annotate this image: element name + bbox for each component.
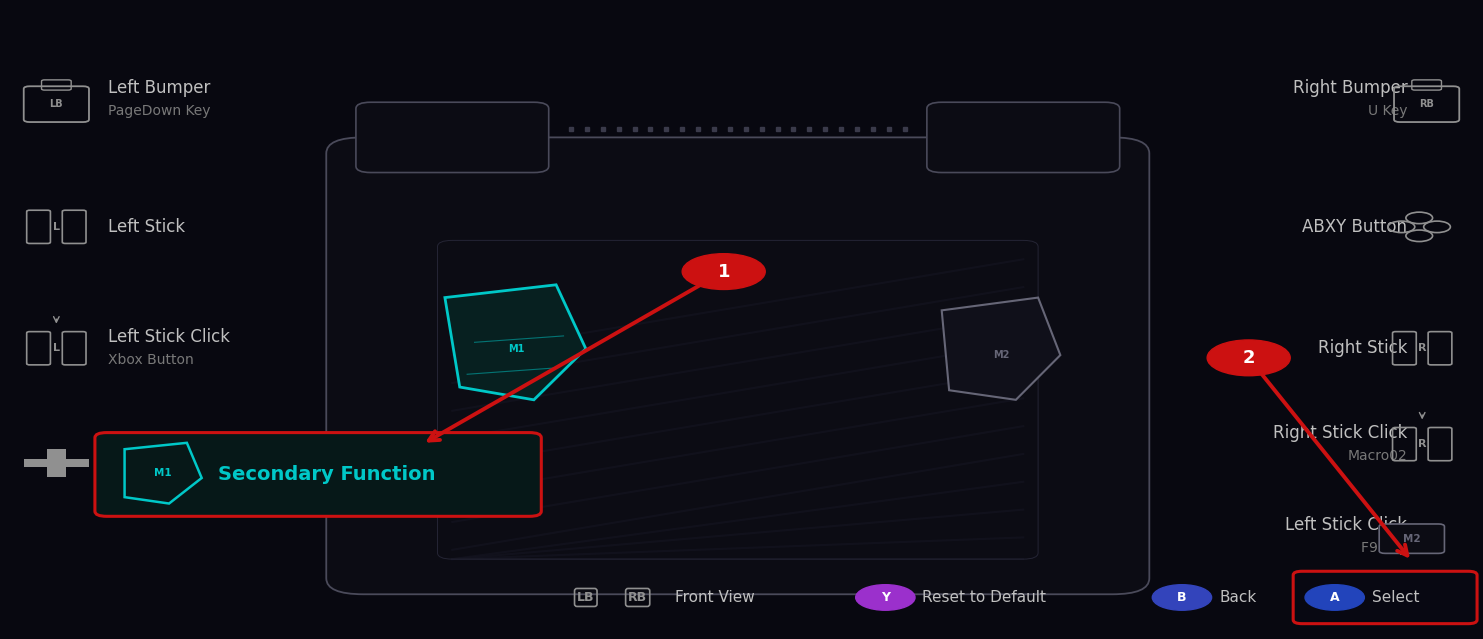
Text: ABXY Button: ABXY Button — [1302, 218, 1407, 236]
Text: 1: 1 — [718, 263, 730, 281]
Text: Left Stick: Left Stick — [108, 218, 185, 236]
FancyBboxPatch shape — [47, 449, 65, 477]
Text: L: L — [53, 222, 59, 232]
Text: Secondary Function: Secondary Function — [218, 465, 436, 484]
Circle shape — [682, 254, 765, 289]
Text: B: B — [1178, 591, 1186, 604]
Text: M2: M2 — [992, 350, 1010, 360]
Text: F9 Key: F9 Key — [1361, 541, 1407, 555]
Text: LB: LB — [577, 591, 595, 604]
Text: RB: RB — [1419, 99, 1434, 109]
Text: Front View: Front View — [675, 590, 755, 605]
Text: Y: Y — [881, 591, 890, 604]
Text: Back: Back — [1219, 590, 1256, 605]
FancyBboxPatch shape — [927, 102, 1120, 173]
FancyBboxPatch shape — [326, 137, 1149, 594]
Text: Xbox Button: Xbox Button — [108, 353, 194, 367]
Text: M2: M2 — [1403, 534, 1421, 544]
Text: RB: RB — [629, 591, 647, 604]
Text: L: L — [53, 343, 59, 353]
Circle shape — [1152, 585, 1212, 610]
Text: Left Stick Click: Left Stick Click — [1286, 516, 1407, 534]
Text: Directional Pad: Directional Pad — [108, 454, 233, 472]
Polygon shape — [445, 285, 586, 400]
Text: M1: M1 — [507, 344, 525, 354]
Text: A: A — [1330, 591, 1339, 604]
Polygon shape — [125, 443, 202, 504]
Text: Left Stick Click: Left Stick Click — [108, 328, 230, 346]
FancyBboxPatch shape — [24, 459, 89, 468]
Text: PageDown Key: PageDown Key — [108, 104, 211, 118]
Text: Right Stick Click: Right Stick Click — [1272, 424, 1407, 442]
Text: M1: M1 — [154, 468, 172, 478]
Text: Macro02: Macro02 — [1348, 449, 1407, 463]
Text: 2: 2 — [1243, 349, 1255, 367]
FancyBboxPatch shape — [1293, 571, 1477, 624]
FancyBboxPatch shape — [95, 433, 541, 516]
Text: U Key: U Key — [1367, 104, 1407, 118]
Polygon shape — [942, 298, 1060, 400]
Circle shape — [856, 585, 915, 610]
Text: R: R — [1418, 343, 1427, 353]
Text: Left Bumper: Left Bumper — [108, 79, 211, 96]
Text: Select: Select — [1372, 590, 1419, 605]
Text: Reset to Default: Reset to Default — [922, 590, 1047, 605]
Circle shape — [1207, 340, 1290, 376]
Text: Right Bumper: Right Bumper — [1293, 79, 1407, 96]
Text: Right Stick: Right Stick — [1318, 339, 1407, 357]
Text: R: R — [1418, 439, 1427, 449]
Text: LB: LB — [49, 99, 64, 109]
FancyBboxPatch shape — [1379, 524, 1444, 553]
Circle shape — [1305, 585, 1364, 610]
FancyBboxPatch shape — [356, 102, 549, 173]
